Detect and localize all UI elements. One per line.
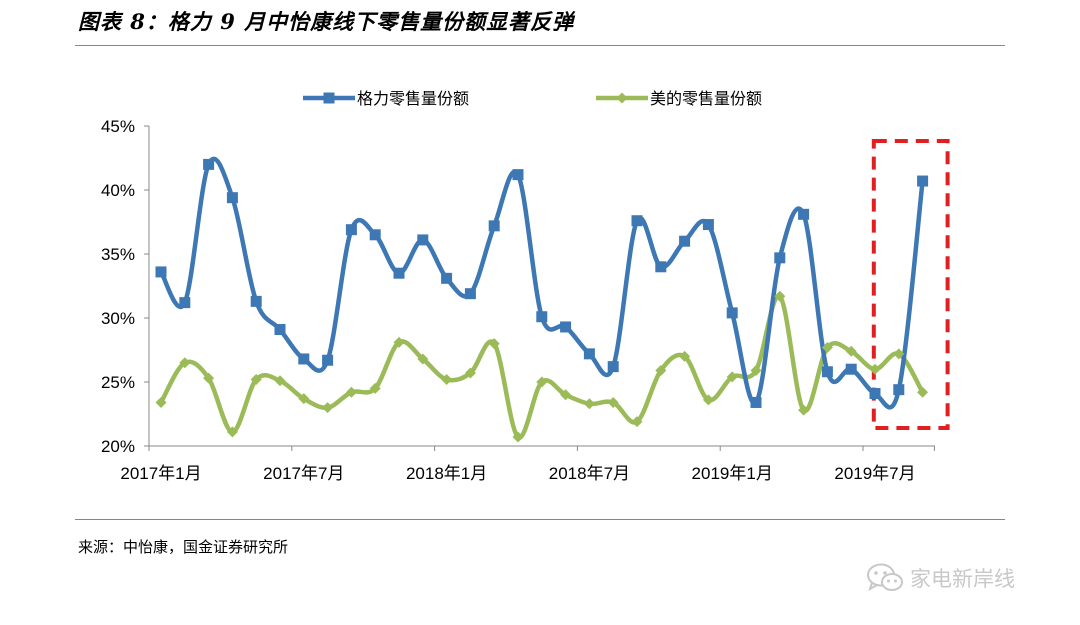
gree-point — [631, 215, 643, 227]
chart-legend: 格力零售量份额 美的零售量份额 — [303, 89, 762, 108]
gree-point — [560, 321, 572, 333]
midea-point — [821, 341, 833, 353]
midea-point — [512, 431, 524, 443]
source-rule — [75, 519, 1005, 520]
watermark: 家电新岸线 — [866, 560, 1015, 596]
gree-point — [774, 252, 786, 264]
gree-point — [607, 361, 619, 373]
midea-point — [631, 416, 643, 428]
legend-midea-label: 美的零售量份额 — [650, 89, 762, 108]
midea-point — [679, 350, 691, 362]
gree-point — [750, 396, 762, 408]
y-tick-label: 20% — [101, 437, 135, 456]
midea-point — [226, 426, 238, 438]
gree-point — [250, 295, 262, 307]
gree-point — [845, 363, 857, 375]
midea-point — [655, 364, 667, 376]
midea-point — [583, 398, 595, 410]
midea-point — [845, 345, 857, 357]
midea-point — [869, 363, 881, 375]
y-tick-label: 30% — [101, 309, 135, 328]
midea-point — [155, 396, 167, 408]
gree-point — [393, 267, 405, 279]
midea-point — [702, 394, 714, 406]
gree-point — [226, 192, 238, 204]
gree-point — [488, 220, 500, 232]
legend-gree-label: 格力零售量份额 — [357, 89, 469, 108]
wechat-icon — [867, 563, 903, 592]
midea-point — [893, 348, 905, 360]
gree-point — [917, 175, 929, 187]
gree-point — [583, 348, 595, 360]
gree-line — [159, 156, 925, 410]
midea-point — [298, 393, 310, 405]
gree-point — [726, 307, 738, 319]
midea-point — [607, 396, 619, 408]
y-tick-label: 40% — [101, 181, 135, 200]
x-tick-label: 2019年1月 — [692, 464, 773, 483]
x-tick-label: 2018年1月 — [406, 464, 487, 483]
gree-point — [298, 353, 310, 365]
midea-point — [345, 386, 357, 398]
source-note: 来源：中怡康，国金证券研究所 — [78, 538, 289, 556]
midea-point — [560, 389, 572, 401]
midea-point — [726, 371, 738, 383]
figure-title: 图表 8：格力 9 月中怡康线下零售量份额显著反弹 — [78, 9, 575, 34]
gree-point — [655, 261, 667, 273]
title-rule — [75, 45, 1005, 46]
gree-point — [274, 324, 286, 336]
midea-point — [417, 353, 429, 365]
watermark-text: 家电新岸线 — [910, 567, 1015, 591]
midea-point — [179, 357, 191, 369]
gree-point — [893, 384, 905, 396]
gree-point — [322, 354, 334, 366]
gree-point — [702, 219, 714, 231]
gree-point — [798, 208, 810, 220]
midea-point — [464, 367, 476, 379]
x-tick-label: 2017年7月 — [263, 464, 344, 483]
gree-point — [464, 288, 476, 300]
legend-midea-marker — [616, 92, 628, 104]
gree-point — [417, 234, 429, 246]
gree-point — [821, 366, 833, 378]
gree-point — [345, 224, 357, 236]
y-tick-label: 35% — [101, 245, 135, 264]
x-tick-label: 2018年7月 — [549, 464, 630, 483]
midea-point — [536, 376, 548, 388]
gree-point — [203, 158, 215, 170]
midea-point — [441, 373, 453, 385]
x-tick-label: 2019年7月 — [834, 464, 915, 483]
highlight-layer — [871, 139, 950, 430]
highlight-box — [871, 139, 950, 430]
x-tick-label: 2017年1月 — [120, 464, 201, 483]
gree-point — [441, 272, 453, 284]
midea-point — [322, 402, 334, 414]
midea-point — [798, 404, 810, 416]
midea-point — [203, 372, 215, 384]
midea-point — [750, 364, 762, 376]
midea-point — [917, 386, 929, 398]
gree-point — [679, 235, 691, 247]
gree-point — [155, 266, 167, 278]
y-tick-label: 25% — [101, 373, 135, 392]
series-layer — [155, 156, 929, 443]
midea-point — [774, 290, 786, 302]
gree-point — [869, 388, 881, 400]
chart-axes: 20% 25% 30% 35% 40% 45% 2017年1月 2017年7月 2018年1月 2… — [101, 117, 935, 483]
midea-point — [369, 382, 381, 394]
gree-point — [369, 229, 381, 241]
gree-point — [536, 311, 548, 323]
midea-point — [274, 375, 286, 387]
midea-point — [393, 336, 405, 348]
y-tick-label: 45% — [101, 117, 135, 136]
gree-point — [512, 169, 524, 181]
midea-point — [488, 338, 500, 350]
gree-point — [179, 297, 191, 309]
legend-gree-marker — [323, 92, 335, 104]
midea-point — [250, 373, 262, 385]
